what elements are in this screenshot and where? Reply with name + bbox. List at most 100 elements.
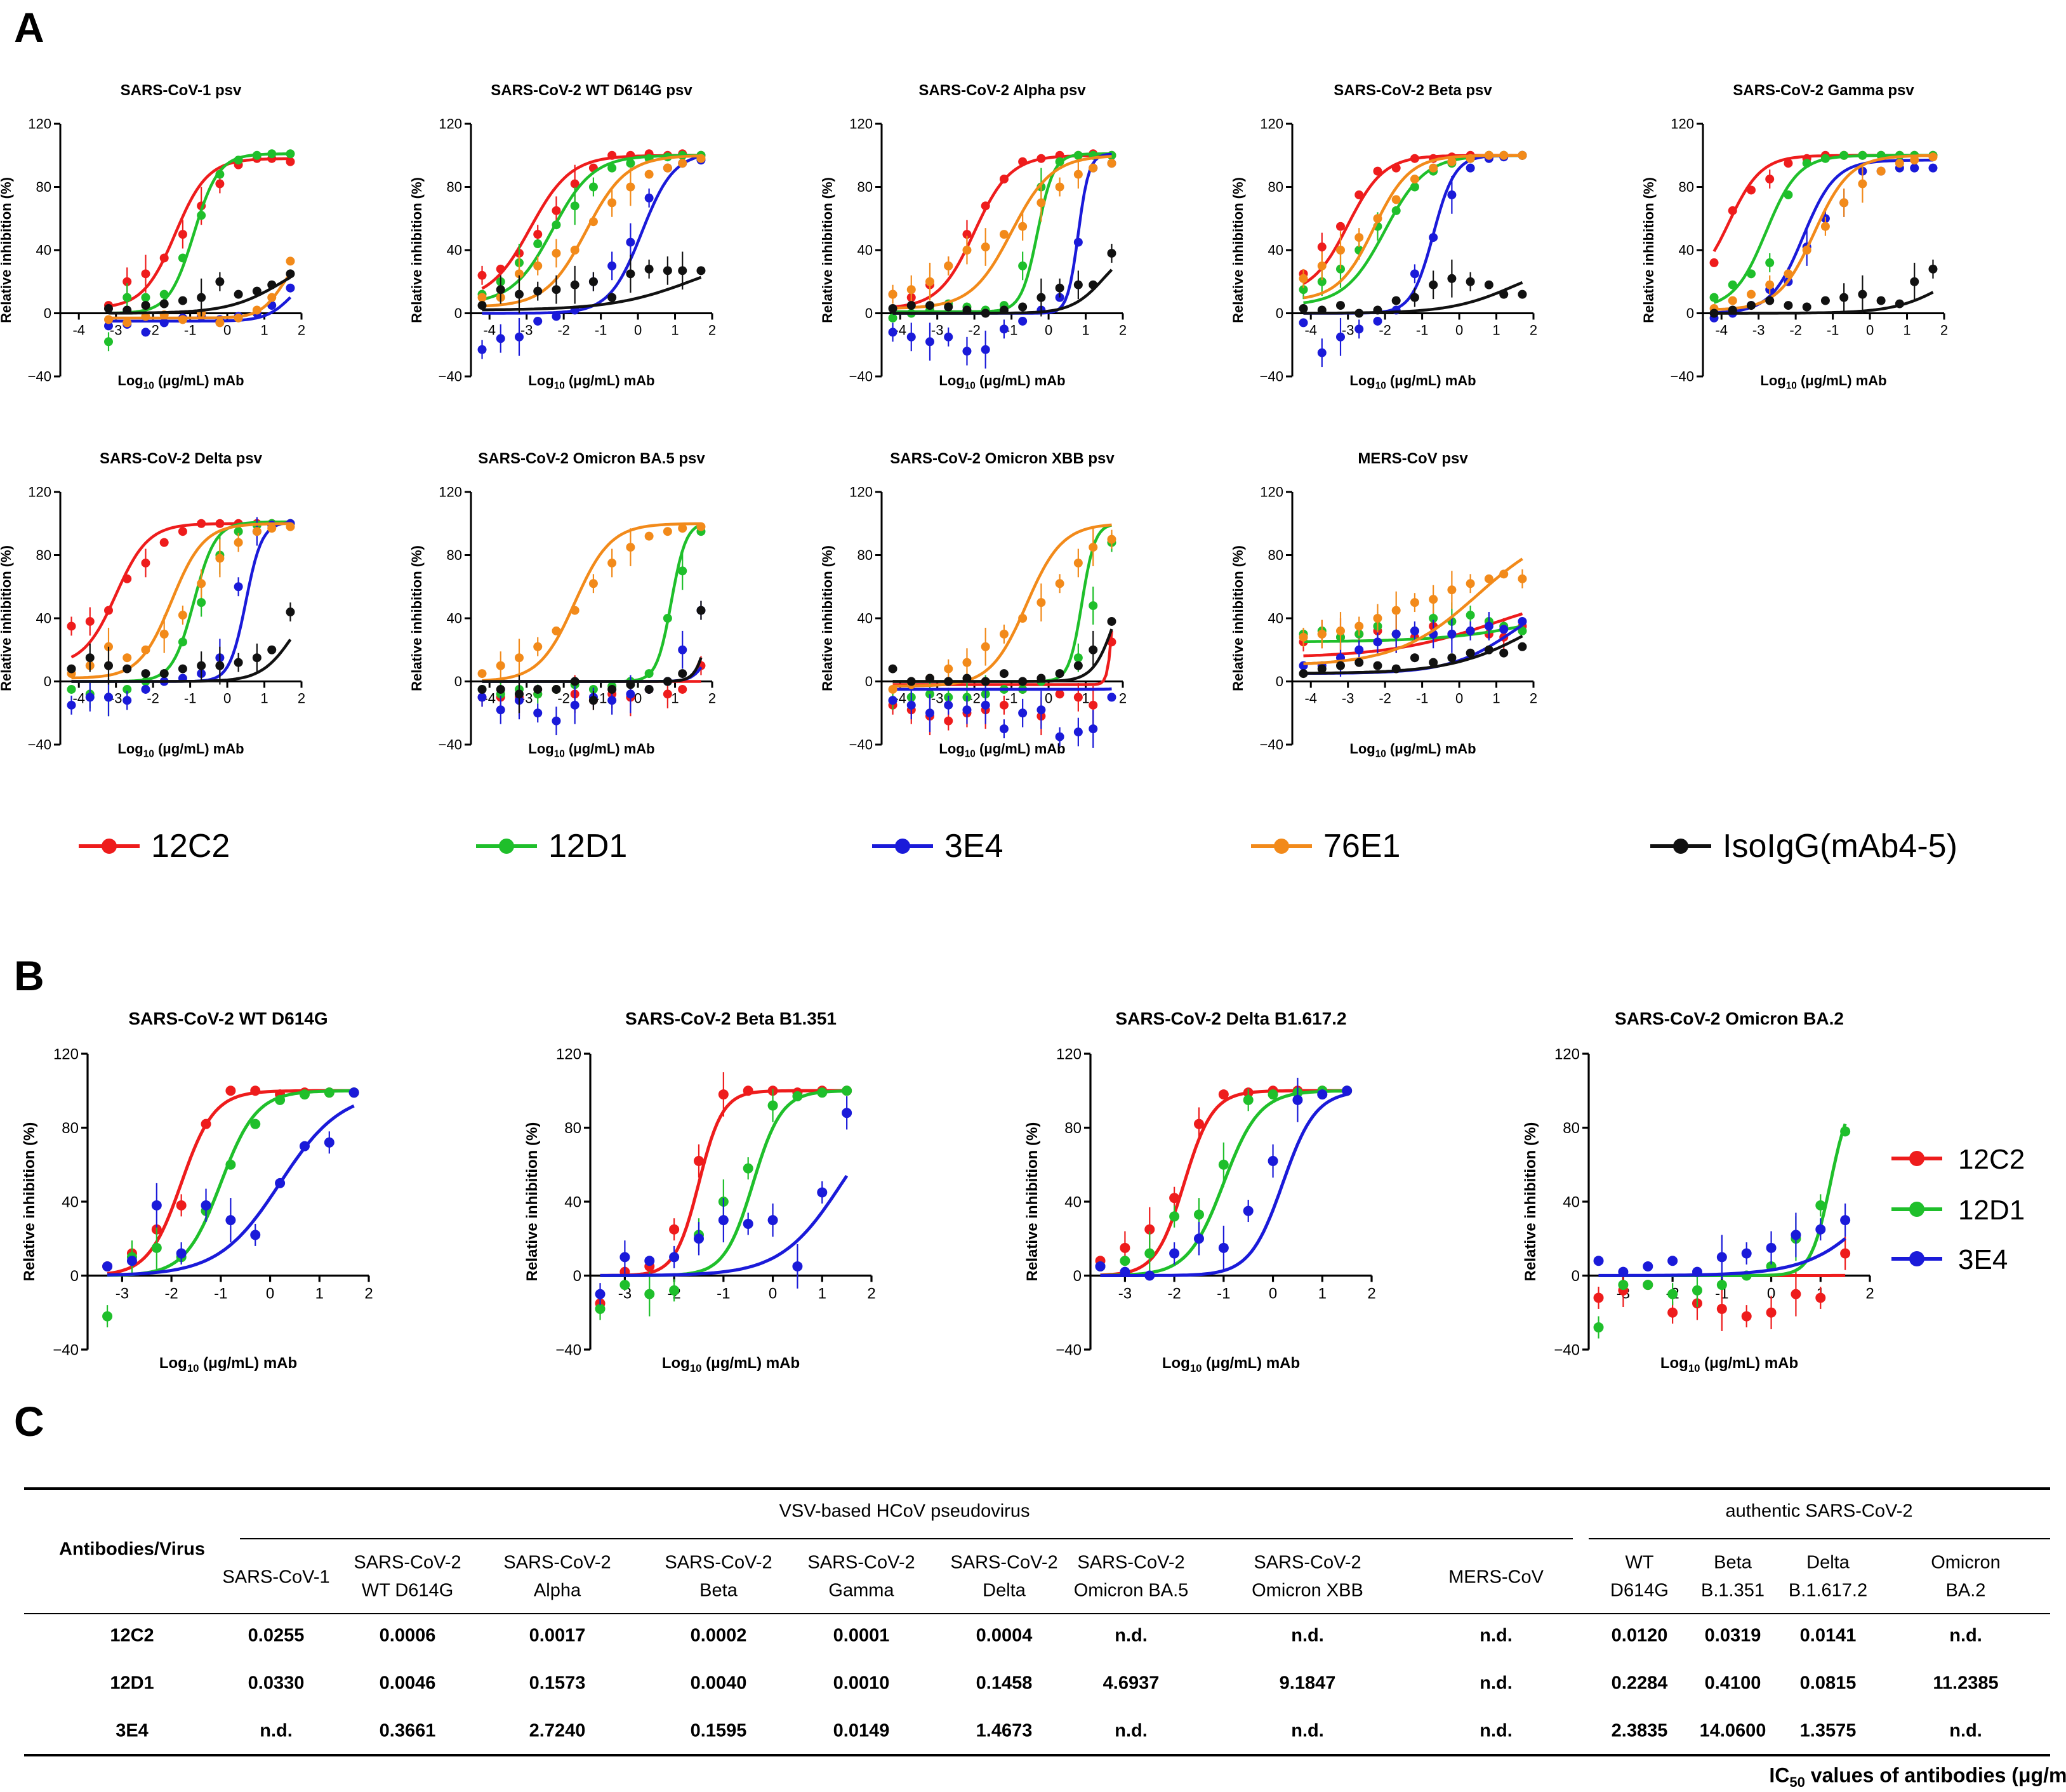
chart-title: SARS-CoV-2 Omicron XBB psv [890,450,1115,467]
data-point [1839,293,1848,302]
data-point [1107,617,1116,626]
data-point [944,303,953,312]
data-point [962,705,971,714]
data-point [1717,1252,1727,1262]
data-point [889,314,897,322]
data-point [215,318,224,327]
data-point [1318,262,1327,270]
y-tick-label: 80 [36,179,51,195]
x-tick-label: 1 [1903,322,1910,338]
y-tick-label: 80 [858,179,873,195]
data-point [178,637,187,646]
legend-item-12c2: 12C2 [79,828,230,865]
data-point [1429,164,1438,173]
data-point [1643,1280,1653,1290]
data-point [286,149,295,158]
data-point [1074,151,1083,160]
x-tick-label: -1 [595,322,607,338]
x-tick-label: -2 [1167,1285,1181,1303]
data-point [197,661,206,670]
x-tick-label: 0 [769,1285,777,1303]
x-tick-label: 0 [1866,322,1874,338]
data-point [718,1215,729,1225]
data-point [1410,293,1419,302]
data-point [1815,1225,1825,1235]
data-point [197,519,206,528]
data-point [1194,1119,1204,1129]
data-point [589,696,598,705]
data-point [962,674,971,683]
y-axis-label: Relative inhibition (%) [0,545,14,691]
data-point [889,290,897,299]
data-point [1766,1308,1777,1318]
data-point [595,1289,606,1299]
y-tick-label: 80 [564,1120,581,1137]
x-axis-label: Log10 (μg/mL) mAb [1349,741,1476,760]
data-point [1618,1280,1628,1290]
data-point [1499,649,1508,658]
x-tick-label: -1 [717,1285,730,1303]
data-point [1144,1249,1155,1259]
data-point [1074,281,1083,289]
legend-marker [1673,839,1688,854]
legend-label: 12D1 [548,828,627,865]
data-point [552,685,560,694]
data-point [1089,543,1097,552]
y-tick-label: 40 [1679,242,1694,258]
y-axis-label: Relative inhibition (%) [819,545,835,691]
panel-label-c: C [14,1398,44,1445]
data-point [286,157,295,166]
data-point [663,614,672,623]
data-point [123,665,131,674]
y-tick-label: 0 [454,674,462,689]
y-tick-label: 40 [1268,611,1283,627]
data-point [515,290,524,299]
data-point [1518,642,1526,651]
data-point [589,183,598,192]
data-point [1485,281,1493,289]
x-tick-label: -3 [1118,1285,1132,1303]
data-point [907,285,916,294]
data-point [743,1164,753,1174]
data-point [1392,195,1401,204]
data-point [225,1215,235,1225]
y-tick-label: 40 [858,611,873,627]
data-point [663,527,672,536]
data-point [1089,164,1097,173]
data-point [253,287,262,296]
legend-label: IsoIgG(mAb4-5) [1723,828,1957,865]
data-point [267,149,276,158]
y-tick-label: 120 [1260,116,1283,132]
x-tick-label: -2 [557,322,570,338]
data-point [981,309,990,318]
data-point [907,677,916,686]
y-tick-label: 120 [28,484,51,500]
data-point [533,642,542,651]
data-point [817,1087,827,1098]
data-point [1074,170,1083,179]
data-point [1429,595,1438,604]
legend-label: 12C2 [151,828,230,865]
data-point [67,665,76,674]
data-point [533,262,542,270]
data-point [250,1119,260,1129]
x-tick-label: 2 [298,691,305,707]
data-point [1018,222,1027,231]
y-tick-label: 40 [36,611,51,627]
data-point [215,170,224,179]
x-tick-label: 0 [223,691,231,707]
data-point [1447,190,1456,199]
data-point [962,246,971,255]
data-point [1336,661,1345,670]
y-tick-label: 40 [564,1193,581,1211]
data-point [234,582,243,591]
x-tick-label: -1 [1416,322,1429,338]
data-point [253,306,262,315]
data-point [123,653,131,662]
data-point [1219,1243,1229,1253]
data-point [1373,306,1382,315]
